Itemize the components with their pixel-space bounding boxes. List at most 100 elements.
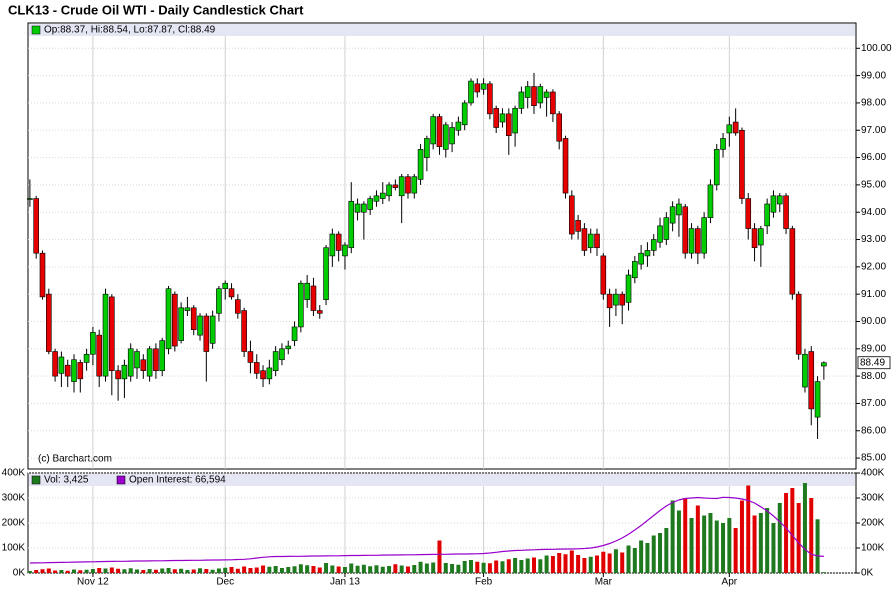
volume-bar (721, 523, 726, 573)
candle-body (442, 124, 449, 150)
volume-bar (557, 553, 562, 573)
volume-bar (500, 561, 505, 573)
volume-bar (324, 563, 329, 573)
volume-bar (727, 518, 732, 573)
volume-bar (141, 570, 146, 573)
candle-body (688, 228, 695, 254)
volume-bar (380, 566, 385, 573)
volume-bar (658, 533, 663, 573)
volume-bar (160, 568, 165, 573)
volume-bar (59, 570, 64, 573)
volume-bar (204, 569, 209, 573)
candle-body (707, 184, 714, 218)
candle-body (298, 282, 304, 328)
volume-bar (229, 567, 234, 573)
candle-body (449, 127, 455, 145)
y-tick-label: 97.00 (861, 125, 886, 136)
volume-bar (355, 565, 360, 573)
volume-bar (298, 564, 303, 573)
candle-body (83, 353, 90, 363)
volume-bar (135, 569, 140, 573)
candle-body (335, 233, 342, 251)
volume-bar (336, 566, 341, 573)
candle-body (512, 108, 518, 134)
y-tick-label: 100K (861, 543, 885, 554)
info-bar (29, 474, 855, 486)
y-tick-label: 0K (13, 568, 26, 579)
volume-bar (185, 570, 190, 573)
candle-body (461, 102, 468, 126)
candle-body (45, 293, 52, 352)
volume-bar (242, 566, 247, 573)
volume-bar (103, 568, 108, 573)
candle-body (203, 315, 210, 352)
volume-bar (368, 566, 373, 573)
volume-bar (790, 488, 795, 573)
volume-bar (198, 568, 203, 573)
candle-body (310, 285, 317, 311)
volume-bar (607, 553, 612, 573)
candle-body (600, 255, 607, 295)
candle-body (361, 203, 367, 213)
y-tick-label: 92.00 (861, 261, 886, 272)
volume-bar (210, 569, 215, 573)
volume-bar (796, 503, 801, 573)
volume-bar (784, 493, 789, 573)
candle-body (713, 149, 720, 186)
volume-bar (821, 572, 826, 573)
y-tick-label: 85.00 (861, 453, 886, 464)
candle-body (411, 176, 418, 194)
candle-body (745, 198, 752, 229)
candle-body (676, 203, 682, 216)
y-tick-label: 300K (861, 493, 885, 504)
candle-body (190, 307, 197, 330)
volume-bar (632, 548, 637, 573)
volume-bar (72, 569, 76, 573)
volume-bar (267, 566, 272, 573)
y-tick-label: 100K (2, 543, 26, 554)
candle-body (764, 203, 770, 227)
candle-body (33, 198, 39, 254)
candle-body (474, 83, 481, 93)
y-tick-label: 300K (2, 493, 26, 504)
candle-body (228, 288, 235, 298)
candle-body (499, 113, 506, 123)
candle-body (272, 351, 279, 371)
candle-body (543, 91, 550, 98)
volume-bar (34, 570, 39, 573)
volume-bar (645, 543, 650, 573)
volume-bar (254, 567, 259, 573)
candle-body (279, 348, 285, 361)
volume-bar (424, 563, 429, 573)
volume-bar (809, 498, 814, 573)
y-tick-label: 87.00 (861, 398, 886, 409)
volume-bar (525, 558, 530, 573)
candle-body (64, 364, 71, 377)
candle-body (789, 228, 796, 295)
volume-bar (65, 570, 70, 573)
candle-body (348, 200, 355, 249)
candle-body (109, 296, 115, 371)
candle-body (581, 228, 588, 251)
volume-bar (777, 503, 782, 573)
volume-bar (462, 561, 467, 573)
y-tick-label: 89.00 (861, 343, 886, 354)
volume-bar (172, 569, 177, 573)
legend-label: Open Interest: 66,594 (129, 475, 226, 486)
volume-bar (739, 500, 744, 573)
candle-body (613, 293, 619, 306)
candle-body (379, 192, 386, 199)
volume-bar (393, 564, 398, 573)
volume-bar (468, 560, 473, 573)
volume-bar (771, 523, 776, 573)
chart-title: CLK13 - Crude Oil WTI - Daily Candlestic… (8, 2, 304, 17)
candle-body (90, 332, 96, 355)
volume-bar (746, 485, 751, 573)
plot-layer: 85.00 86.00 87.00 88.00 89.00 90.00 91.00 92.00… (2, 36, 892, 588)
candle-body (323, 247, 329, 300)
candle-body (650, 239, 657, 251)
volume-bar (122, 569, 127, 573)
volume-bar (714, 520, 719, 573)
volume-bar (595, 555, 600, 573)
volume-bar (651, 535, 656, 573)
